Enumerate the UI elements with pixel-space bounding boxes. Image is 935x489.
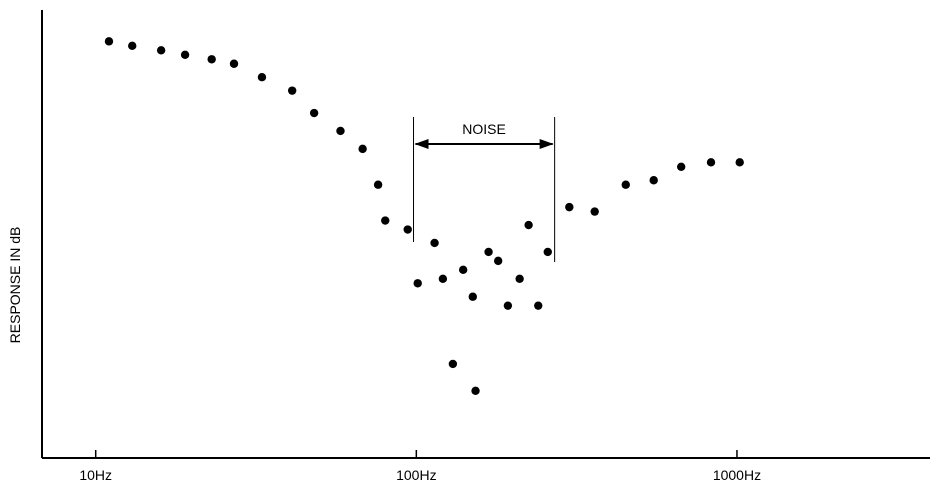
data-points bbox=[104, 37, 744, 395]
data-point bbox=[735, 158, 744, 167]
data-point bbox=[534, 301, 543, 310]
data-point bbox=[468, 292, 477, 301]
y-axis-label: RESPONSE IN dB bbox=[7, 227, 23, 344]
data-point bbox=[471, 386, 480, 395]
data-point bbox=[438, 274, 448, 283]
data-point bbox=[207, 55, 216, 64]
data-point bbox=[503, 301, 513, 310]
data-point bbox=[590, 207, 599, 216]
data-point bbox=[257, 73, 267, 82]
noise-annotation: NOISE bbox=[413, 117, 556, 262]
data-point bbox=[358, 144, 367, 154]
x-ticks: 10Hz 100Hz 1000Hz bbox=[79, 450, 761, 483]
data-point bbox=[336, 126, 345, 136]
data-point bbox=[287, 86, 297, 95]
data-point bbox=[676, 162, 686, 171]
data-point bbox=[524, 220, 533, 230]
data-point bbox=[128, 41, 137, 51]
data-point bbox=[649, 176, 658, 185]
data-point bbox=[565, 202, 574, 212]
data-point bbox=[543, 247, 552, 257]
x-tick-label: 100Hz bbox=[396, 467, 436, 483]
data-point bbox=[458, 265, 468, 275]
data-point bbox=[403, 225, 412, 234]
x-tick-label: 10Hz bbox=[79, 467, 112, 483]
data-point bbox=[104, 37, 114, 46]
data-point bbox=[373, 180, 383, 189]
data-point bbox=[706, 158, 716, 167]
x-tick-label: 1000Hz bbox=[713, 467, 761, 483]
noise-arrow-right-head bbox=[539, 139, 554, 149]
data-point bbox=[381, 216, 390, 225]
noise-arrow-left-head bbox=[414, 139, 429, 149]
noise-label: NOISE bbox=[462, 121, 506, 137]
data-point bbox=[156, 46, 166, 55]
data-point bbox=[229, 59, 239, 68]
data-point bbox=[180, 50, 190, 59]
data-point bbox=[309, 108, 319, 118]
data-point bbox=[484, 247, 493, 257]
data-point bbox=[493, 256, 503, 266]
data-point bbox=[413, 279, 422, 288]
data-point bbox=[448, 359, 458, 369]
data-point bbox=[515, 274, 524, 283]
data-point bbox=[430, 238, 439, 248]
data-point bbox=[621, 180, 630, 189]
